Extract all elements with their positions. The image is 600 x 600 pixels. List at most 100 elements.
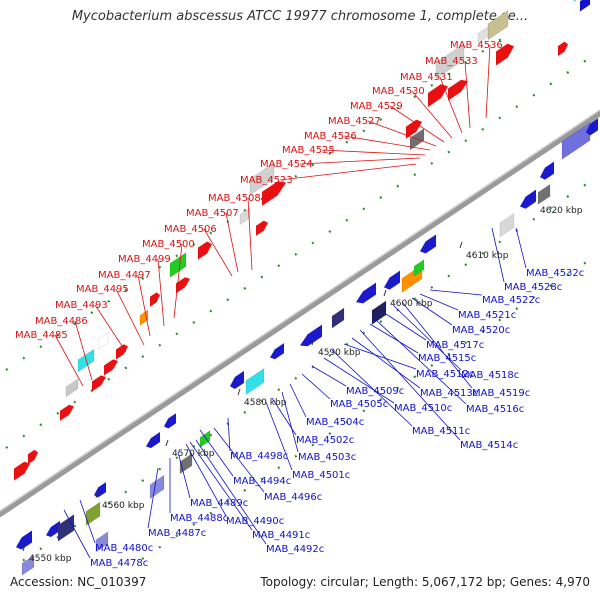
gene-feature	[85, 501, 101, 527]
gene-label-minus[interactable]: MAB_4478c	[90, 558, 148, 569]
leader-line	[389, 105, 445, 143]
gene-label-plus[interactable]: MAB_4507	[186, 208, 239, 219]
gene-label-minus[interactable]: MAB_4496c	[264, 492, 322, 503]
gene-label-plus[interactable]: MAB_4523	[240, 175, 293, 186]
gene-label-minus[interactable]: MAB_4515c	[418, 353, 476, 364]
gene-label-plus[interactable]: MAB_4524	[260, 159, 313, 170]
gene-label-minus[interactable]: MAB_4510c	[394, 403, 452, 414]
leader-line	[289, 383, 307, 418]
gene-label-minus[interactable]: MAB_4512c	[416, 369, 474, 380]
gene-label-minus[interactable]: MAB_4519c	[472, 388, 530, 399]
leader-line	[393, 305, 462, 371]
guide-dot	[345, 140, 349, 144]
gene-label-minus[interactable]: MAB_4487c	[148, 528, 206, 539]
gene-arrow	[496, 43, 514, 66]
gene-label-minus[interactable]: MAB_4488c	[170, 513, 228, 524]
gene-label-minus[interactable]: MAB_4490c	[226, 516, 284, 527]
guide-dot	[345, 218, 349, 222]
leader-line	[321, 149, 426, 156]
gene-label-plus[interactable]: MAB_4527	[328, 116, 381, 127]
gene-label-plus[interactable]: MAB_4497	[98, 270, 151, 281]
gene-label-plus[interactable]: MAB_4533	[425, 56, 478, 67]
gene-label-minus[interactable]: MAB_4504c	[306, 417, 364, 428]
guide-dot	[192, 243, 196, 246]
gene-label-minus[interactable]: MAB_4514c	[460, 440, 518, 451]
leader-line	[74, 320, 93, 381]
gene-label-plus[interactable]: MAB_4485	[15, 330, 68, 341]
guide-dot	[328, 230, 332, 234]
guide-dot	[209, 511, 213, 515]
gene-label-minus[interactable]: MAB_4520c	[452, 325, 510, 336]
gene-arrow	[116, 344, 128, 360]
kbp-tick	[95, 491, 99, 499]
gene-feature	[579, 0, 591, 12]
leader-line	[137, 274, 151, 337]
gene-label-minus[interactable]: MAB_4489c	[190, 498, 248, 509]
gene-label-plus[interactable]: MAB_4525	[282, 145, 335, 156]
gene-label-minus[interactable]: MAB_4498c	[230, 451, 288, 462]
gene-label-plus[interactable]: MAB_4495	[76, 284, 129, 295]
gene-label-plus[interactable]: MAB_4529	[350, 101, 403, 112]
gene-label-minus[interactable]: MAB_4501c	[292, 470, 350, 481]
gene-label-plus[interactable]: MAB_4508	[208, 193, 261, 204]
leader-line	[157, 258, 165, 327]
leader-line	[213, 427, 265, 493]
gene-label-plus[interactable]: MAB_4526	[304, 131, 357, 142]
kbp-label: 4610 kbp	[466, 251, 509, 261]
gene-label-minus[interactable]: MAB_4518c	[461, 370, 519, 381]
gene-label-plus[interactable]: MAB_4500	[142, 239, 195, 250]
gene-labels: MAB_4485 MAB_4486 MAB_4493 MAB_4495 MAB_4497…	[15, 40, 584, 569]
gene-label-plus[interactable]: MAB_4531	[400, 72, 453, 83]
leader-line	[195, 439, 267, 545]
kbp-label: 4560 kbp	[102, 501, 145, 511]
guide-dot	[311, 163, 315, 167]
gene-label-plus[interactable]: MAB_4506	[164, 224, 217, 235]
guide-dot	[294, 454, 298, 458]
gene-label-minus[interactable]: MAB_4522c	[482, 295, 540, 306]
gene-label-minus[interactable]: MAB_4513c	[420, 388, 478, 399]
guide-dot	[447, 352, 451, 356]
gene-label-minus[interactable]: MAB_4494c	[233, 476, 291, 487]
gene-label-plus[interactable]: MAB_4530	[372, 86, 425, 97]
gene-label-minus[interactable]: MAB_4492c	[266, 544, 324, 555]
gene-label-minus[interactable]: MAB_4521c	[458, 310, 516, 321]
gene-feature	[477, 26, 489, 45]
gene-label-minus[interactable]: MAB_4505c	[330, 399, 388, 410]
gene-label-minus[interactable]: MAB_4532c	[526, 268, 584, 279]
guide-dot	[328, 354, 332, 358]
gene-arrow	[256, 220, 268, 236]
gene-label-plus[interactable]: MAB_4536	[450, 40, 503, 51]
gene-label-minus[interactable]: MAB_4502c	[296, 435, 354, 446]
gene-label-minus[interactable]: MAB_4509c	[346, 386, 404, 397]
leader-line	[301, 373, 331, 400]
kbp-tick	[237, 388, 241, 396]
gene-label-minus[interactable]: MAB_4480c	[95, 543, 153, 554]
guide-dot	[158, 343, 162, 347]
gene-feature	[371, 300, 387, 325]
gene-label-plus[interactable]: MAB_4486	[35, 316, 88, 327]
gene-label-plus[interactable]: MAB_4493	[55, 300, 108, 311]
gene-label-plus[interactable]: MAB_4499	[118, 254, 171, 265]
guide-dot	[107, 377, 111, 381]
leader-line	[115, 288, 145, 346]
leader-line	[401, 301, 473, 389]
gene-label-minus[interactable]: MAB_4517c	[426, 340, 484, 351]
gene-label-minus[interactable]: MAB_4511c	[412, 426, 470, 437]
gene-feature	[239, 207, 251, 226]
kbp-label: 4580 kbp	[244, 398, 287, 408]
guide-dot	[583, 183, 587, 187]
leader-line	[331, 349, 413, 427]
leader-line	[323, 357, 395, 404]
guide-dot	[413, 375, 417, 379]
leader-line	[359, 329, 461, 441]
gene-feature	[499, 212, 515, 238]
gene-label-minus[interactable]: MAB_4516c	[466, 404, 524, 415]
gene-label-minus[interactable]: MAB_4491c	[252, 530, 310, 541]
guide-dot	[379, 118, 383, 121]
leader-line	[485, 44, 491, 119]
gene-label-minus[interactable]: MAB_4528c	[504, 282, 562, 293]
leader-line	[147, 467, 159, 529]
gene-label-minus[interactable]: MAB_4503c	[298, 452, 356, 463]
gene-arrow	[92, 375, 106, 392]
